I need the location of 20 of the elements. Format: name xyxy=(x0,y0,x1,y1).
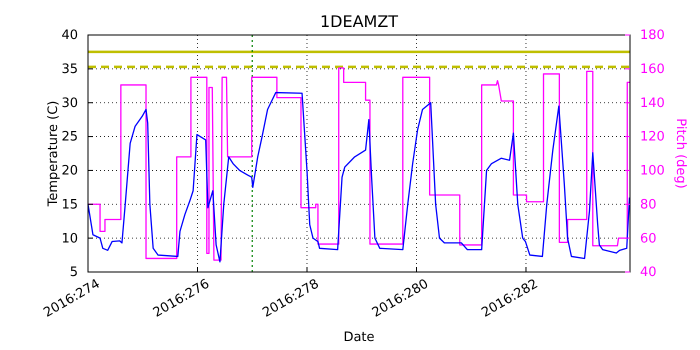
y-tick-label: 20 xyxy=(61,164,78,179)
y-tick-label: 15 xyxy=(61,197,78,212)
y-tick-label: 5 xyxy=(70,265,78,280)
y-tick-label: 10 xyxy=(61,231,78,246)
y-tick-label: 40 xyxy=(61,28,78,44)
x-axis-title: Date xyxy=(343,330,375,345)
y2-tick-label: 120 xyxy=(640,130,665,145)
y-tick-label: 25 xyxy=(61,130,78,145)
y2-tick-label: 160 xyxy=(640,62,665,78)
y2-tick-label: 40 xyxy=(640,265,657,280)
y2-axis-title: Pitch (deg) xyxy=(673,118,688,189)
y-tick-label: 35 xyxy=(61,62,78,78)
y-axis-title: Temperature (C) xyxy=(46,100,61,208)
y2-tick-label: 180 xyxy=(640,28,665,44)
y2-tick-label: 140 xyxy=(640,96,665,111)
y-tick-label: 30 xyxy=(61,96,78,111)
chart-title: 1DEAMZT xyxy=(320,12,398,31)
y2-tick-label: 100 xyxy=(640,164,665,179)
y2-tick-label: 80 xyxy=(640,197,657,212)
y2-tick-label: 60 xyxy=(640,231,657,246)
